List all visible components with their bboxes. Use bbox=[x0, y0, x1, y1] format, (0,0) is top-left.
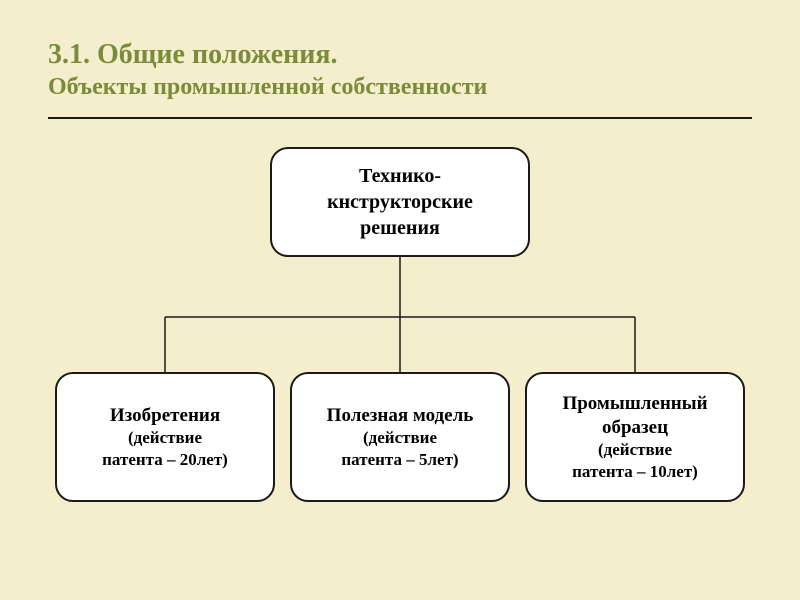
child1-l3: патента – 20лет) bbox=[102, 449, 228, 470]
child2-l2: (действие bbox=[363, 427, 437, 448]
root-line2: кнструкторские bbox=[327, 189, 473, 215]
child3-l3: патента – 10лет) bbox=[572, 461, 698, 482]
title-sub: Объекты промышленной собственности bbox=[48, 72, 752, 103]
root-line3: решения bbox=[360, 215, 440, 241]
child3-title-b: образец bbox=[602, 416, 668, 440]
child3-l2: (действие bbox=[598, 439, 672, 460]
slide-header: 3.1. Общие положения. Объекты промышленн… bbox=[0, 0, 800, 113]
header-rule bbox=[48, 117, 752, 119]
child1-title: Изобретения bbox=[110, 404, 220, 428]
child-node-3: Промышленный образец (действие патента –… bbox=[525, 372, 745, 502]
child1-l2: (действие bbox=[128, 427, 202, 448]
child-node-2: Полезная модель (действие патента – 5лет… bbox=[290, 372, 510, 502]
child-node-1: Изобретения (действие патента – 20лет) bbox=[55, 372, 275, 502]
root-line1: Технико- bbox=[359, 163, 441, 189]
tree-diagram: Технико- кнструкторские решения Изобрете… bbox=[0, 147, 800, 567]
title-main: 3.1. Общие положения. bbox=[48, 38, 752, 72]
child3-title-a: Промышленный bbox=[562, 392, 707, 416]
child2-title: Полезная модель bbox=[327, 404, 474, 428]
root-node: Технико- кнструкторские решения bbox=[270, 147, 530, 257]
child2-l3: патента – 5лет) bbox=[341, 449, 458, 470]
